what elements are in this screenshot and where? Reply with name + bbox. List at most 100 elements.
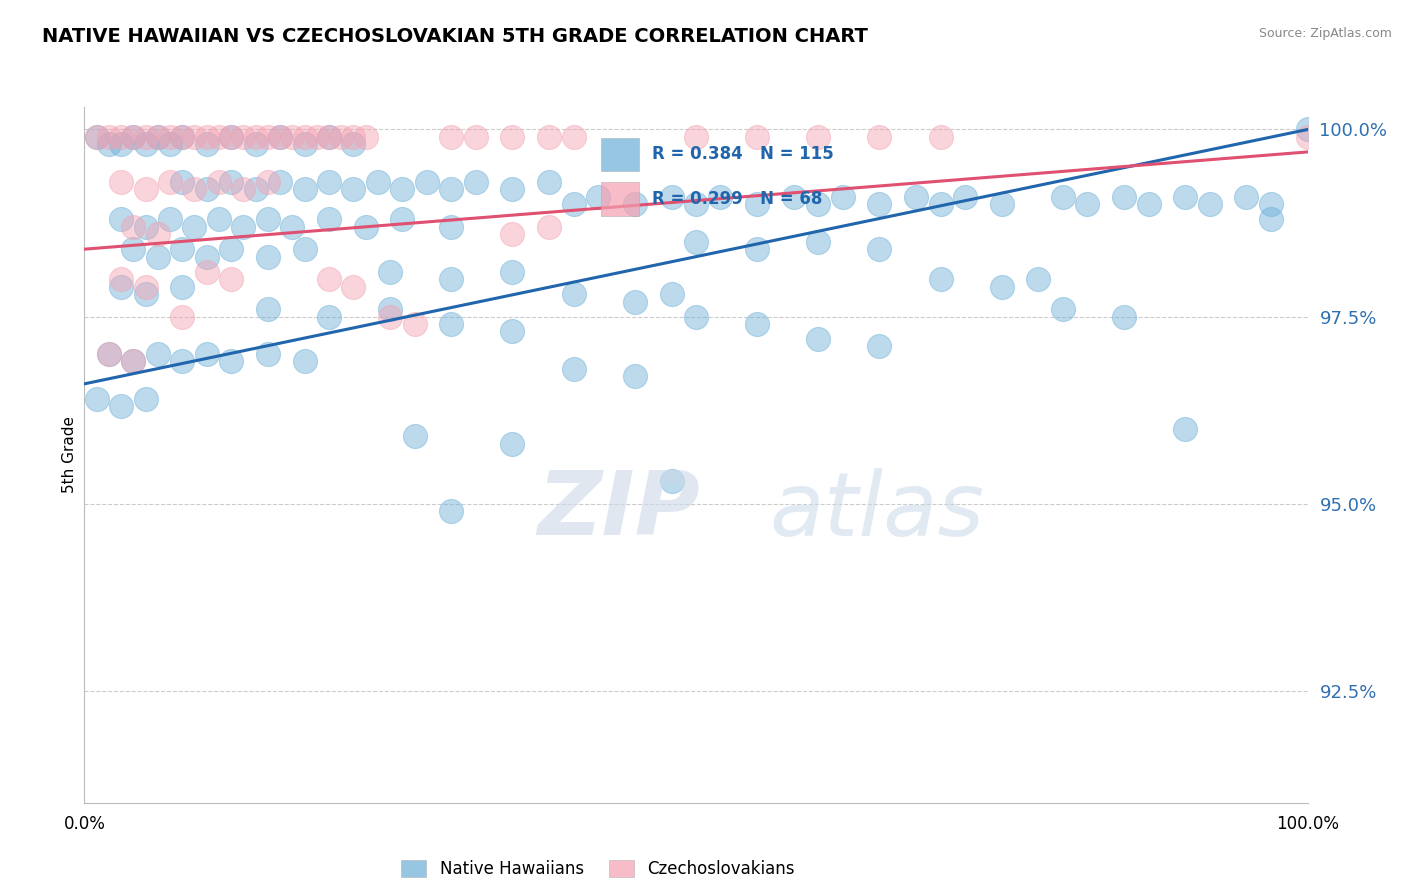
Point xyxy=(501,227,523,242)
Point xyxy=(232,130,254,145)
Point xyxy=(318,130,340,145)
Point xyxy=(929,130,952,145)
Point xyxy=(219,130,242,145)
Point xyxy=(219,242,242,256)
Point xyxy=(501,325,523,339)
Point xyxy=(1234,190,1257,204)
Point xyxy=(807,197,830,211)
Point xyxy=(294,130,316,145)
Point xyxy=(869,130,891,145)
Point xyxy=(464,130,486,145)
Point xyxy=(318,212,340,227)
Point xyxy=(195,182,218,196)
Point xyxy=(257,347,280,361)
Point xyxy=(929,197,952,211)
Point xyxy=(661,190,683,204)
Point xyxy=(208,212,231,227)
Point xyxy=(330,130,353,145)
Point xyxy=(294,354,316,368)
Point xyxy=(281,130,304,145)
Point xyxy=(172,130,194,145)
Point xyxy=(1260,212,1282,227)
Point xyxy=(1052,301,1074,316)
Text: atlas: atlas xyxy=(769,467,984,554)
Point xyxy=(146,227,169,242)
Point xyxy=(122,242,145,256)
Point xyxy=(245,182,267,196)
Point xyxy=(257,212,280,227)
Point xyxy=(905,190,928,204)
Point xyxy=(135,137,157,152)
Point xyxy=(685,235,707,249)
Point xyxy=(1114,310,1136,324)
Point xyxy=(159,212,181,227)
Point xyxy=(195,130,218,145)
Point xyxy=(1198,197,1220,211)
Point xyxy=(562,287,585,301)
Point xyxy=(1114,190,1136,204)
Point xyxy=(380,301,402,316)
Point xyxy=(501,130,523,145)
Point xyxy=(97,347,120,361)
Point xyxy=(110,399,132,413)
Point xyxy=(404,317,426,331)
Point xyxy=(929,272,952,286)
Point xyxy=(953,190,976,204)
Point xyxy=(869,197,891,211)
Point xyxy=(245,130,267,145)
Point xyxy=(440,130,463,145)
Point xyxy=(97,137,120,152)
Point xyxy=(110,279,132,293)
Point xyxy=(747,242,769,256)
Point xyxy=(232,182,254,196)
Point xyxy=(1296,130,1319,145)
Point xyxy=(219,175,242,189)
Point xyxy=(416,175,439,189)
Point xyxy=(122,354,145,368)
Point xyxy=(440,504,463,518)
Point xyxy=(208,175,231,189)
Text: Source: ZipAtlas.com: Source: ZipAtlas.com xyxy=(1258,27,1392,40)
Point xyxy=(661,287,683,301)
Point xyxy=(501,182,523,196)
Point xyxy=(354,219,377,234)
Point xyxy=(747,130,769,145)
Point xyxy=(586,190,609,204)
Point xyxy=(501,436,523,450)
Point xyxy=(208,130,231,145)
Point xyxy=(159,130,181,145)
Point xyxy=(294,137,316,152)
Point xyxy=(354,130,377,145)
Point xyxy=(159,137,181,152)
Point xyxy=(257,175,280,189)
Point xyxy=(380,265,402,279)
Point xyxy=(342,182,364,196)
Point xyxy=(183,219,205,234)
Point xyxy=(1296,122,1319,136)
Point xyxy=(146,130,169,145)
Point xyxy=(135,130,157,145)
Point xyxy=(245,137,267,152)
Point xyxy=(294,182,316,196)
Point xyxy=(869,339,891,353)
Point xyxy=(807,235,830,249)
Point xyxy=(97,130,120,145)
Point xyxy=(110,137,132,152)
Point xyxy=(869,242,891,256)
Point xyxy=(342,279,364,293)
Text: ZIP: ZIP xyxy=(537,467,700,554)
Point xyxy=(172,130,194,145)
Point xyxy=(404,429,426,443)
Point xyxy=(135,279,157,293)
Point xyxy=(219,354,242,368)
Point xyxy=(110,212,132,227)
Point xyxy=(624,197,647,211)
Point xyxy=(195,137,218,152)
Point xyxy=(219,272,242,286)
Point xyxy=(440,219,463,234)
Point xyxy=(562,362,585,376)
Text: NATIVE HAWAIIAN VS CZECHOSLOVAKIAN 5TH GRADE CORRELATION CHART: NATIVE HAWAIIAN VS CZECHOSLOVAKIAN 5TH G… xyxy=(42,27,868,45)
Point xyxy=(538,175,561,189)
Point xyxy=(1174,190,1197,204)
Point xyxy=(562,130,585,145)
